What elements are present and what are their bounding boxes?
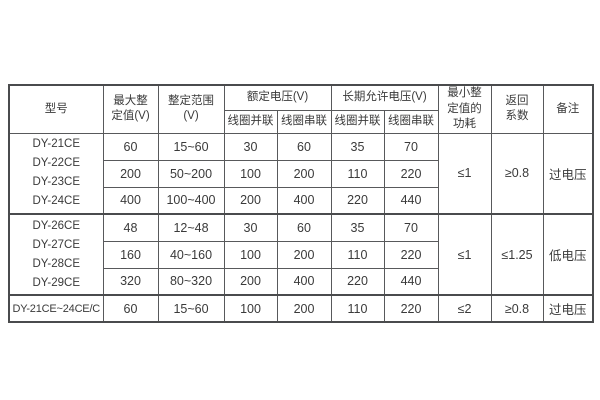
header-min-power-line: 定值的 [447, 102, 482, 115]
rated-series-cell: 60 [276, 132, 332, 161]
header-long-term-voltage: 长期允许电压(V) [330, 84, 439, 111]
long-series-cell: 440 [383, 267, 439, 296]
model-name: DY-29CE [32, 276, 81, 289]
header-rated-coil-series: 线圈串联 [276, 109, 332, 134]
header-long-coil-parallel: 线圈并联 [330, 109, 385, 134]
long-series-cell: 220 [383, 159, 439, 188]
model-name: DY-22CE [32, 157, 81, 170]
setting-range-cell: 50~200 [157, 159, 225, 188]
table-row: DY-21CE DY-22CE DY-23CE DY-24CE 60 15~60… [8, 132, 594, 215]
rated-parallel-cell: 30 [223, 132, 278, 161]
rated-series-cell: 200 [276, 159, 332, 188]
remark-cell: 低电压 [542, 213, 594, 296]
rated-parallel-cell: 200 [223, 267, 278, 296]
header-rated-voltage: 额定电压(V) [223, 84, 332, 111]
long-series-cell: 220 [383, 294, 439, 323]
rated-parallel-cell: 100 [223, 159, 278, 188]
relay-spec-table: 型号 最大整 定值(V) 整定范围 (V) 额定电压(V) 长期允许电压(V) … [8, 84, 594, 324]
header-max-setting: 最大整 定值(V) [102, 84, 159, 134]
setting-range-cell: 15~60 [157, 294, 225, 323]
table-row: 200 50~200 100 200 110 220 [9, 159, 593, 188]
model-name: DY-21CE [32, 138, 81, 151]
header-return-coef: 返回 系数 [490, 84, 544, 134]
header-long-coil-series: 线圈串联 [383, 109, 439, 134]
min-power-cell: ≤1 [437, 132, 492, 215]
max-setting-cell: 320 [102, 267, 159, 296]
rated-series-cell: 200 [276, 294, 332, 323]
model-name: DY-28CE [32, 257, 81, 270]
max-setting-cell: 400 [102, 186, 159, 215]
long-series-cell: 440 [383, 186, 439, 215]
rated-series-cell: 60 [276, 213, 332, 242]
return-coef-cell: ≥0.8 [490, 294, 544, 323]
long-parallel-cell: 35 [330, 213, 385, 242]
rated-series-cell: 400 [276, 267, 332, 296]
table-row: DY-26CE DY-27CE DY-28CE DY-29CE 48 12~48… [8, 213, 594, 296]
max-setting-cell: 200 [102, 159, 159, 188]
model-name: DY-26CE [32, 219, 81, 232]
max-setting-cell: 60 [102, 132, 159, 161]
min-power-cell: ≤2 [437, 294, 492, 323]
rated-series-cell: 200 [276, 240, 332, 269]
header-max-setting-line: 最大整 [113, 94, 148, 107]
return-coef-cell: ≥0.8 [490, 132, 544, 215]
long-parallel-cell: 35 [330, 132, 385, 161]
long-parallel-cell: 220 [330, 267, 385, 296]
return-coef-cell: ≤1.25 [490, 213, 544, 296]
table-row: DY-21CE~24CE/C 60 15~60 100 200 110 220 … [8, 294, 594, 323]
header-return-coef-line: 系数 [505, 110, 529, 123]
setting-range-cell: 80~320 [157, 267, 225, 296]
long-parallel-cell: 220 [330, 186, 385, 215]
setting-range-cell: 15~60 [157, 132, 225, 161]
rated-parallel-cell: 100 [223, 294, 278, 323]
header-model: 型号 [8, 84, 104, 134]
model-name: DY-24CE [32, 195, 81, 208]
models-cell: DY-26CE DY-27CE DY-28CE DY-29CE [8, 213, 104, 296]
table-row: 160 40~160 100 200 110 220 [9, 240, 593, 269]
header-model-label: 型号 [44, 102, 68, 115]
rated-parallel-cell: 200 [223, 186, 278, 215]
setting-range-cell: 40~160 [157, 240, 225, 269]
rated-parallel-cell: 30 [223, 213, 278, 242]
max-setting-cell: 48 [102, 213, 159, 242]
model-name: DY-23CE [32, 176, 81, 189]
max-setting-cell: 60 [102, 294, 159, 323]
header-setting-range: 整定范围 (V) [157, 84, 225, 134]
min-power-cell: ≤1 [437, 213, 492, 296]
header-min-power-line: 功耗 [453, 118, 476, 131]
table-row: 400 100~400 200 400 220 440 [9, 186, 593, 215]
models-cell: DY-21CE~24CE/C [8, 294, 104, 323]
header-rated-coil-parallel: 线圈并联 [223, 109, 278, 134]
remark-cell: 过电压 [542, 294, 594, 323]
remark-cell: 过电压 [542, 132, 594, 215]
table-row: 320 80~320 200 400 220 440 [9, 267, 593, 296]
long-parallel-cell: 110 [330, 240, 385, 269]
max-setting-cell: 160 [102, 240, 159, 269]
long-parallel-cell: 110 [330, 159, 385, 188]
header-return-coef-line: 返回 [505, 94, 529, 107]
long-parallel-cell: 110 [330, 294, 385, 323]
models-cell: DY-21CE DY-22CE DY-23CE DY-24CE [8, 132, 104, 215]
header-min-power: 最小整 定值的 功耗 [437, 84, 492, 134]
setting-range-cell: 12~48 [157, 213, 225, 242]
rated-parallel-cell: 100 [223, 240, 278, 269]
header-setting-range-line: 整定范围 [168, 94, 214, 107]
long-series-cell: 220 [383, 240, 439, 269]
long-series-cell: 70 [383, 213, 439, 242]
model-name: DY-27CE [32, 238, 81, 251]
header-setting-range-line: (V) [183, 110, 199, 123]
header-max-setting-line: 定值(V) [111, 110, 150, 123]
header-remark: 备注 [542, 84, 594, 134]
header-min-power-line: 最小整 [447, 87, 482, 99]
setting-range-cell: 100~400 [157, 186, 225, 215]
rated-series-cell: 400 [276, 186, 332, 215]
long-series-cell: 70 [383, 132, 439, 161]
